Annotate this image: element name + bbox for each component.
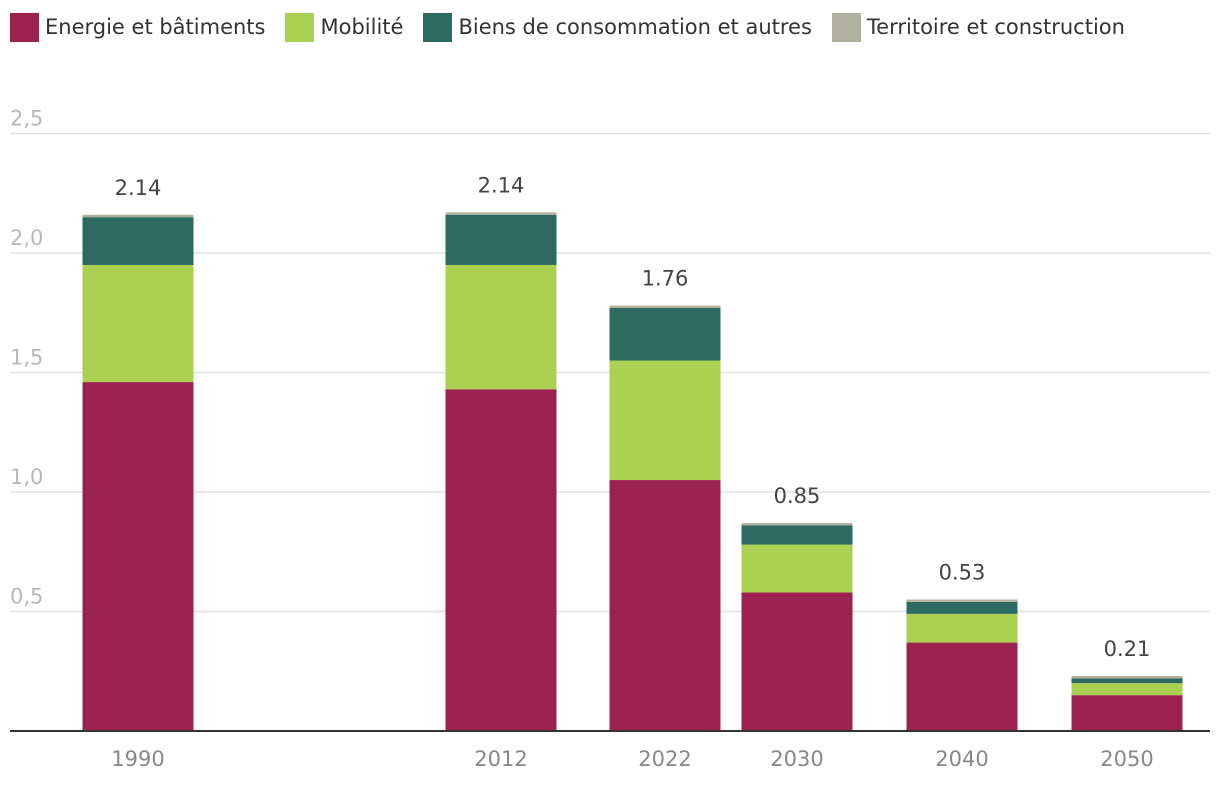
bar-segment-1990-1: [82, 264, 194, 383]
bar-segment-2030-1: [741, 544, 853, 593]
bar-segment-1990-3: [82, 214, 194, 218]
legend-swatch-energie: [10, 12, 39, 42]
bar-segment-2022-3: [609, 305, 721, 308]
x-tick-label-2012: 2012: [474, 747, 527, 771]
total-label-2022: 1.76: [642, 267, 689, 291]
legend-label-biens: Biens de consommation et autres: [458, 15, 812, 39]
x-tick-label-2022: 2022: [638, 747, 691, 771]
x-tick-label-2050: 2050: [1100, 747, 1153, 771]
legend-item-biens: Biens de consommation et autres: [423, 12, 812, 42]
x-tick-label-2030: 2030: [770, 747, 823, 771]
y-tick-label-2-0: 2,0: [10, 226, 43, 250]
total-label-2040: 0.53: [939, 561, 986, 585]
legend-label-territoire: Territoire et construction: [866, 15, 1125, 39]
bar-segment-2040-2: [906, 601, 1018, 614]
bar-segment-2022-2: [609, 307, 721, 361]
legend-label-mobilite: Mobilité: [320, 15, 404, 39]
legend-item-territoire: Territoire et construction: [831, 12, 1125, 42]
bar-segment-2040-0: [906, 642, 1018, 731]
bar-segment-1990-0: [82, 382, 194, 731]
y-tick-label-2-5: 2,5: [10, 107, 43, 131]
bar-segment-2040-3: [906, 599, 1018, 602]
legend-swatch-territoire: [831, 12, 861, 42]
bar-segment-2030-0: [741, 592, 853, 731]
legend-swatch-mobilite: [285, 12, 315, 42]
bar-segment-1990-2: [82, 217, 194, 265]
legend-swatch-biens: [423, 12, 453, 42]
total-label-2012: 2.14: [478, 173, 525, 197]
bar-segment-2012-3: [445, 212, 557, 215]
bar-segment-2022-0: [609, 480, 721, 731]
bar-segment-2050-3: [1071, 676, 1183, 679]
bar-segment-2012-0: [445, 389, 557, 731]
legend-item-energie: Energie et bâtiments: [10, 12, 266, 42]
bar-segment-2050-1: [1071, 683, 1183, 696]
total-label-2030: 0.85: [774, 484, 821, 508]
legend: Energie et bâtiments Mobilité Biens de c…: [10, 10, 1145, 44]
bar-segment-2012-1: [445, 264, 557, 390]
legend-label-energie: Energie et bâtiments: [45, 15, 266, 39]
y-tick-label-0-5: 0,5: [10, 585, 43, 609]
bar-segment-2050-2: [1071, 678, 1183, 684]
bar-segment-2030-2: [741, 525, 853, 545]
bar-segment-2012-2: [445, 214, 557, 265]
total-label-2050: 0.21: [1104, 637, 1151, 661]
bar-segment-2022-1: [609, 360, 721, 481]
bar-segment-2030-3: [741, 523, 853, 526]
bar-segment-2040-1: [906, 613, 1018, 643]
legend-item-mobilite: Mobilité: [285, 12, 404, 42]
bar-segment-2050-0: [1071, 695, 1183, 731]
x-tick-label-2040: 2040: [935, 747, 988, 771]
x-tick-label-1990: 1990: [111, 747, 164, 771]
y-tick-label-1-0: 1,0: [10, 465, 43, 489]
total-label-1990: 2.14: [115, 176, 162, 200]
y-tick-label-1-5: 1,5: [10, 346, 43, 370]
